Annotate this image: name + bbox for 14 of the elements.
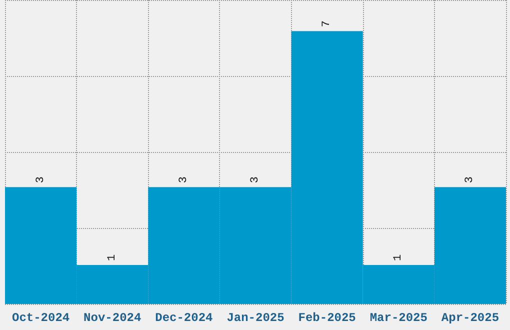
data-label: 3 <box>464 176 476 184</box>
x-tick-label: Nov-2024 <box>84 311 142 325</box>
x-tick-label: Feb-2025 <box>298 311 356 325</box>
data-label: 1 <box>106 254 118 262</box>
x-tick-label: Apr-2025 <box>441 311 500 325</box>
x-tick-label: Mar-2025 <box>370 311 428 325</box>
data-label: 1 <box>392 254 405 262</box>
x-tick-label: Jan-2025 <box>226 311 284 325</box>
x-tick-label: Oct-2024 <box>12 311 70 325</box>
x-tick-label: Dec-2024 <box>155 311 213 325</box>
data-label: 7 <box>321 20 334 28</box>
data-label: 3 <box>34 176 47 184</box>
data-label: 3 <box>178 176 190 184</box>
data-label: 3 <box>250 176 262 184</box>
